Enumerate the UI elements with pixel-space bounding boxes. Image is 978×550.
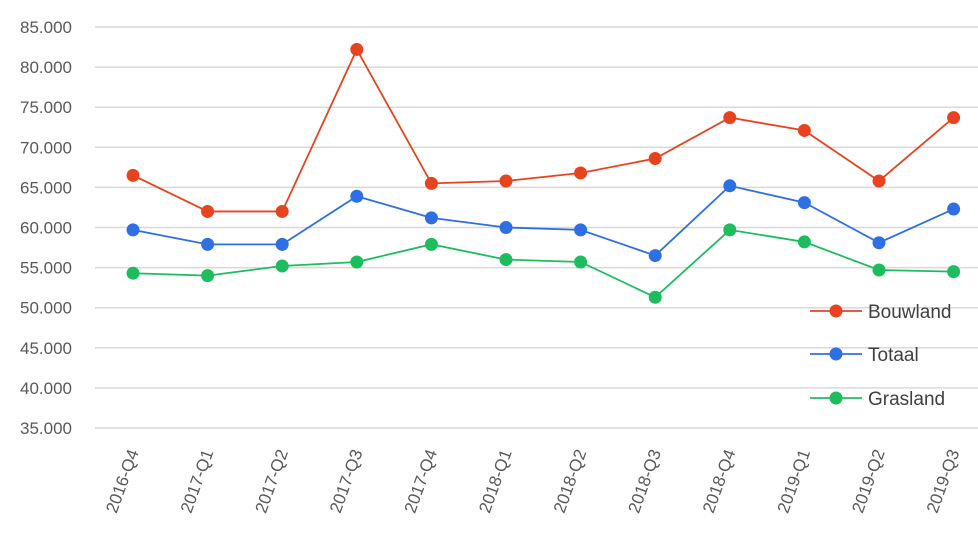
data-point — [723, 111, 737, 125]
x-tick-label: 2019-Q3 — [923, 447, 963, 516]
data-point — [126, 168, 140, 182]
y-tick-label: 80.000 — [20, 58, 72, 77]
data-point — [201, 269, 215, 283]
y-axis: 85.000 80.000 75.000 70.000 65.000 60.000 55.0… — [20, 18, 72, 438]
x-tick-label: 2018-Q3 — [624, 447, 664, 516]
y-tick-label: 70.000 — [20, 138, 72, 157]
x-axis: 2016-Q4 2017-Q1 2017-Q2 2017-Q3 2017-Q4 2018-… — [102, 447, 963, 516]
x-tick-label: 2017-Q3 — [326, 447, 366, 516]
data-point — [499, 253, 513, 267]
legend-label: Totaal — [868, 345, 919, 366]
y-tick-label: 75.000 — [20, 98, 72, 117]
y-tick-label: 65.000 — [20, 178, 72, 197]
series-bouwland — [126, 42, 961, 218]
series-line — [132, 184, 954, 257]
data-point — [350, 255, 364, 269]
x-tick-label: 2016-Q4 — [102, 447, 142, 516]
series-grasland — [126, 223, 961, 304]
legend-marker — [829, 347, 843, 361]
data-point — [648, 152, 662, 166]
data-point — [797, 123, 811, 137]
data-point — [574, 166, 588, 180]
y-tick-label: 45.000 — [20, 339, 72, 358]
x-tick-label: 2017-Q2 — [251, 447, 291, 516]
series-layer — [126, 42, 961, 304]
x-tick-label: 2019-Q2 — [848, 447, 888, 516]
data-point — [275, 259, 289, 273]
data-point — [275, 204, 289, 218]
x-tick-label: 2018-Q1 — [475, 447, 515, 516]
y-tick-label: 40.000 — [20, 379, 72, 398]
data-point — [648, 249, 662, 263]
y-tick-label: 50.000 — [20, 299, 72, 318]
series-line — [132, 228, 954, 299]
data-point — [424, 176, 438, 190]
x-tick-label: 2017-Q4 — [401, 447, 441, 516]
legend-item-bouwland: Bouwland — [810, 302, 951, 323]
legend: Bouwland Totaal Grasland — [810, 302, 951, 410]
gridlines — [95, 26, 978, 429]
y-tick-label: 85.000 — [20, 18, 72, 37]
legend-item-totaal: Totaal — [810, 345, 919, 366]
series-line — [132, 47, 955, 213]
data-point — [350, 42, 364, 56]
data-point — [350, 189, 364, 203]
data-point — [872, 263, 886, 277]
data-point — [574, 223, 588, 237]
data-point — [723, 179, 737, 193]
x-tick-label: 2018-Q4 — [699, 447, 739, 516]
data-point — [201, 237, 215, 251]
x-tick-label: 2017-Q1 — [177, 447, 217, 516]
data-point — [574, 255, 588, 269]
y-tick-label: 60.000 — [20, 219, 72, 238]
data-point — [797, 196, 811, 210]
data-point — [499, 174, 513, 188]
legend-item-grasland: Grasland — [810, 389, 945, 410]
y-tick-label: 55.000 — [20, 259, 72, 278]
data-point — [797, 235, 811, 249]
data-point — [723, 223, 737, 237]
legend-marker — [829, 304, 843, 318]
data-point — [872, 236, 886, 250]
data-point — [947, 111, 961, 125]
series-totaal — [126, 179, 961, 263]
data-point — [126, 266, 140, 280]
data-point — [424, 237, 438, 251]
data-point — [424, 211, 438, 225]
data-point — [947, 202, 961, 216]
data-point — [201, 204, 215, 218]
data-point — [947, 265, 961, 279]
data-point — [126, 223, 140, 237]
y-tick-label: 35.000 — [20, 419, 72, 438]
legend-label: Grasland — [868, 389, 945, 410]
data-point — [648, 290, 662, 304]
x-tick-label: 2019-Q1 — [774, 447, 814, 516]
data-point — [275, 237, 289, 251]
legend-marker — [829, 391, 843, 405]
legend-label: Bouwland — [868, 302, 951, 323]
data-point — [499, 221, 513, 234]
data-point — [872, 174, 886, 188]
x-tick-label: 2018-Q2 — [550, 447, 590, 516]
